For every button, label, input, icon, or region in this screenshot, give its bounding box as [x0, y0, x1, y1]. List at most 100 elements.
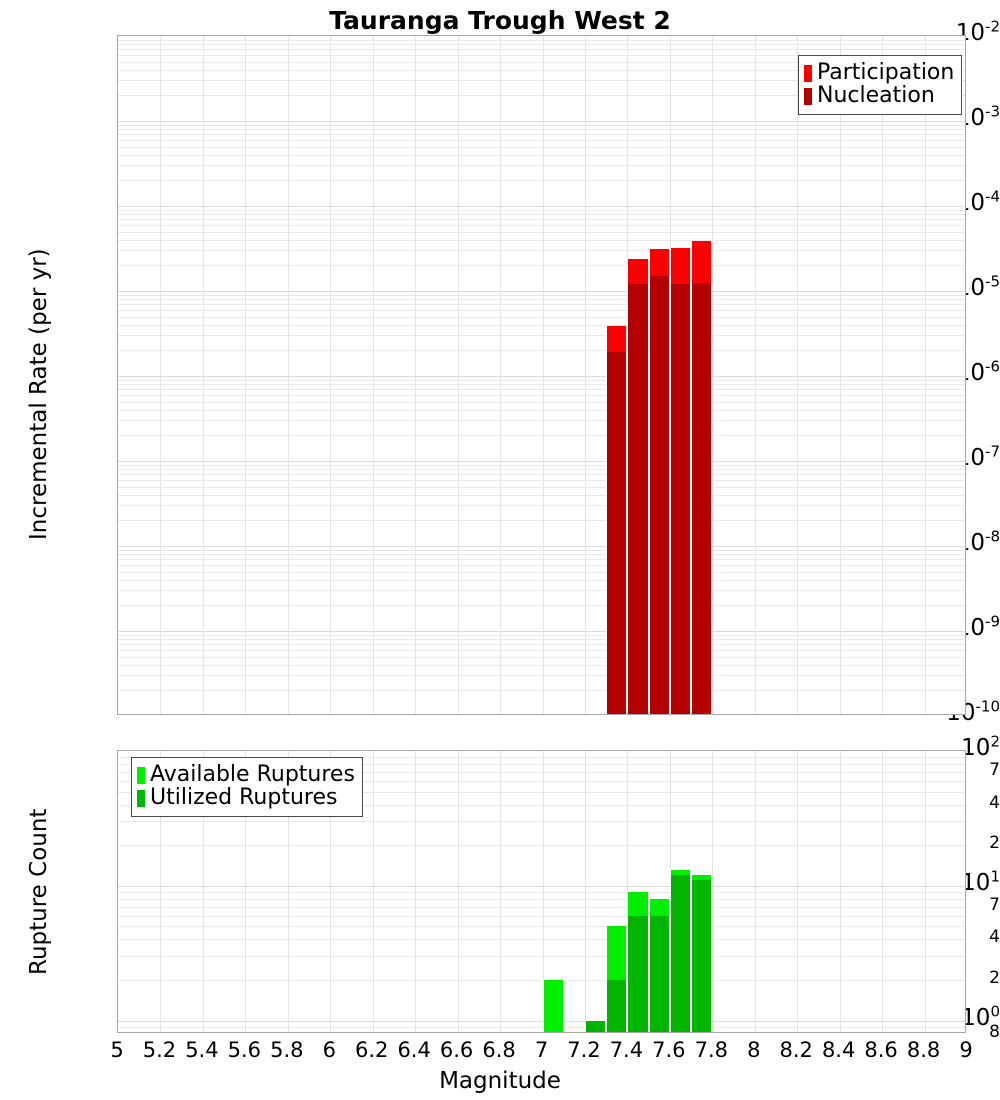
- gridline: [118, 564, 965, 566]
- gridline: [118, 384, 965, 386]
- gridline: [118, 771, 965, 773]
- gridline: [118, 505, 965, 507]
- gridline: [118, 134, 965, 136]
- gridline: [118, 39, 965, 41]
- bottom-chart-legend: Available Ruptures Utilized Ruptures: [131, 757, 363, 817]
- legend-item: Nucleation: [804, 85, 954, 107]
- gridline: [882, 36, 884, 714]
- gridline: [118, 61, 965, 63]
- bottom-chart-y-tick: 101: [961, 867, 1000, 896]
- gridline: [118, 845, 965, 847]
- gridline: [118, 265, 965, 267]
- bottom-chart-bar-utilized-segment: [607, 979, 627, 1032]
- legend-swatch: [804, 87, 812, 105]
- gridline: [118, 376, 965, 377]
- gridline: [118, 649, 965, 651]
- gridline: [118, 656, 965, 658]
- gridline: [118, 379, 965, 381]
- bottom-chart-bar: [669, 870, 692, 1032]
- x-axis-tick: 8.6: [864, 1038, 898, 1062]
- gridline: [118, 146, 965, 148]
- gridline: [118, 939, 965, 941]
- gridline: [118, 764, 965, 766]
- gridline: [118, 956, 965, 958]
- gridline: [118, 389, 965, 391]
- gridline: [118, 435, 965, 437]
- page-title: Tauranga Trough West 2: [329, 6, 671, 35]
- gridline: [924, 36, 926, 714]
- x-axis-tick: 7.4: [609, 1038, 644, 1062]
- gridline: [118, 294, 965, 296]
- gridline: [415, 36, 417, 714]
- gridline: [118, 757, 965, 759]
- gridline: [118, 639, 965, 641]
- gridline: [118, 791, 965, 793]
- gridline: [118, 546, 965, 547]
- gridline: [712, 751, 714, 1032]
- gridline: [118, 206, 965, 207]
- gridline: [839, 36, 841, 714]
- gridline: [372, 36, 374, 714]
- x-axis-tick: 6.8: [482, 1038, 516, 1062]
- x-axis-tick: 5: [110, 1038, 124, 1062]
- legend-item: Participation: [804, 62, 954, 84]
- gridline: [118, 486, 965, 488]
- gridline: [118, 1020, 965, 1022]
- legend-label: Utilized Ruptures: [150, 785, 338, 810]
- gridline: [118, 821, 965, 823]
- legend-swatch: [137, 766, 145, 784]
- gridline: [118, 520, 965, 522]
- gridline: [118, 979, 965, 981]
- gridline: [118, 549, 965, 551]
- gridline: [160, 751, 162, 1032]
- legend-item: Utilized Ruptures: [137, 787, 355, 809]
- incremental-rate-chart: Incremental Rate (per yr) 10-2 10-3 10-4 10…: [26, 19, 1000, 725]
- bottom-chart-y-minor-tick: 4: [989, 927, 1000, 948]
- gridline: [118, 69, 965, 71]
- gridline: [584, 751, 586, 1032]
- gridline: [415, 751, 417, 1032]
- top-chart-bar-nucleation-segment: [607, 352, 627, 714]
- bottom-chart-bar: [606, 926, 628, 1032]
- top-chart-bar-nucleation-segment: [692, 282, 712, 714]
- x-axis-tick: 5.2: [142, 1038, 177, 1062]
- gridline: [118, 644, 965, 646]
- gridline: [118, 231, 965, 233]
- gridline: [118, 309, 965, 311]
- gridline: [627, 751, 629, 1032]
- bottom-chart-y-axis-title: Rupture Count: [26, 808, 52, 975]
- gridline: [118, 891, 965, 893]
- x-axis-tick: 8.4: [821, 1038, 856, 1062]
- gridline: [202, 36, 204, 714]
- gridline: [118, 49, 965, 51]
- gridline: [372, 751, 374, 1032]
- gridline: [330, 751, 332, 1032]
- gridline: [118, 139, 965, 141]
- gridline: [118, 224, 965, 226]
- gridline: [118, 299, 965, 301]
- gridline: [118, 214, 965, 216]
- legend-label: Available Ruptures: [150, 762, 355, 787]
- gridline: [118, 559, 965, 561]
- gridline: [797, 751, 799, 1032]
- gridline: [118, 324, 965, 326]
- gridline: [118, 926, 965, 928]
- gridline: [118, 464, 965, 466]
- bottom-chart-y-minor-tick: 2: [989, 833, 1000, 854]
- bottom-chart-bar: [627, 891, 649, 1032]
- gridline: [118, 44, 965, 46]
- legend-label: Nucleation: [817, 83, 935, 108]
- gridline: [202, 751, 204, 1032]
- gridline: [924, 751, 926, 1032]
- x-axis-tick: 9: [959, 1038, 973, 1062]
- gridline: [118, 479, 965, 481]
- gridline: [330, 36, 332, 714]
- x-axis-tick: 7.6: [652, 1038, 686, 1062]
- bottom-chart-bar: [584, 1020, 607, 1032]
- gridline: [500, 751, 502, 1032]
- gridline: [118, 579, 965, 581]
- gridline: [118, 554, 965, 556]
- gridline: [118, 401, 965, 403]
- gridline: [118, 420, 965, 422]
- gridline: [118, 474, 965, 476]
